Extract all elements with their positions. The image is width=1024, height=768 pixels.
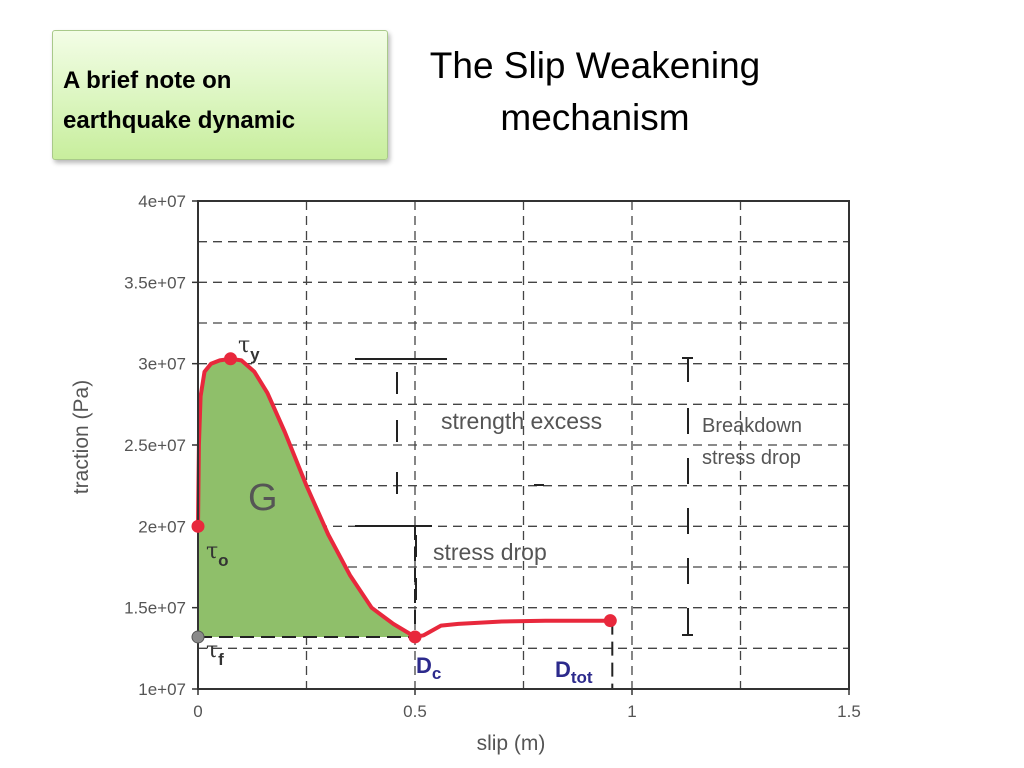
- breakdown-label-line-1: Breakdown: [702, 415, 802, 437]
- tau-f-sub: f: [218, 650, 224, 669]
- dc-main: D: [416, 653, 432, 678]
- point-tau-f: [191, 630, 205, 644]
- strength-excess-label: strength excess: [441, 408, 602, 434]
- fracture-energy-area: [198, 358, 415, 637]
- y-axis-label: traction (Pa): [70, 380, 93, 494]
- point-tau-y: [224, 352, 238, 366]
- y-tick-label: 3e+07: [138, 355, 186, 374]
- note-box: A brief note on earthquake dynamic: [52, 30, 388, 160]
- x-tick-label: 1: [627, 702, 636, 721]
- tau-y-sub: y: [250, 345, 260, 364]
- tau-o-label: τo: [206, 539, 229, 570]
- y-tick-label: 4e+07: [138, 192, 186, 211]
- slide-title: The Slip Weakening mechanism: [400, 40, 790, 144]
- curve-points: [191, 352, 617, 644]
- dc-sub: c: [432, 664, 441, 683]
- tau-o-symbol: τ: [206, 539, 218, 564]
- y-tick-label: 1e+07: [138, 680, 186, 699]
- x-tick-label: 0: [193, 702, 202, 721]
- tau-f-symbol: τ: [206, 638, 218, 663]
- axis-ticks: 0 0.5 1 1.5 1e+07 1.5e+07 2e+07 2.5e+07 3e+07 3.5…: [124, 192, 861, 721]
- tau-f-label: τf: [206, 638, 224, 669]
- y-tick-label: 2.5e+07: [124, 436, 186, 455]
- breakdown-label-line-2: stress drop: [702, 447, 801, 469]
- area-label-g: G: [248, 477, 278, 519]
- note-line-2: earthquake dynamic: [63, 107, 296, 134]
- dtot-sub: tot: [571, 668, 593, 687]
- x-axis-label: slip (m): [477, 732, 546, 755]
- tau-y-label: τy: [238, 333, 260, 364]
- traction-curve: [196, 356, 613, 639]
- y-tick-label: 2e+07: [138, 517, 186, 536]
- slide-title-line-2: mechanism: [500, 97, 690, 138]
- breakdown-bracket: [682, 357, 693, 636]
- stress-drop-label: stress drop: [433, 539, 547, 565]
- stress-bracket: [355, 358, 544, 600]
- point-dc: [408, 630, 422, 644]
- dtot-main: D: [555, 657, 571, 682]
- y-tick-label: 1.5e+07: [124, 599, 186, 618]
- dtot-label: Dtot: [555, 657, 593, 687]
- point-dtot: [603, 614, 617, 628]
- note-text: A brief note on earthquake dynamic: [63, 61, 383, 141]
- point-tau-o: [191, 519, 205, 533]
- slide-title-line-1: The Slip Weakening: [429, 45, 761, 86]
- x-tick-label: 0.5: [403, 702, 427, 721]
- note-line-1: A brief note on: [63, 67, 232, 94]
- dc-label: Dc: [416, 653, 441, 683]
- tau-o-sub: o: [218, 551, 228, 570]
- tau-y-symbol: τ: [238, 333, 250, 358]
- x-tick-label: 1.5: [837, 702, 861, 721]
- y-tick-label: 3.5e+07: [124, 273, 186, 292]
